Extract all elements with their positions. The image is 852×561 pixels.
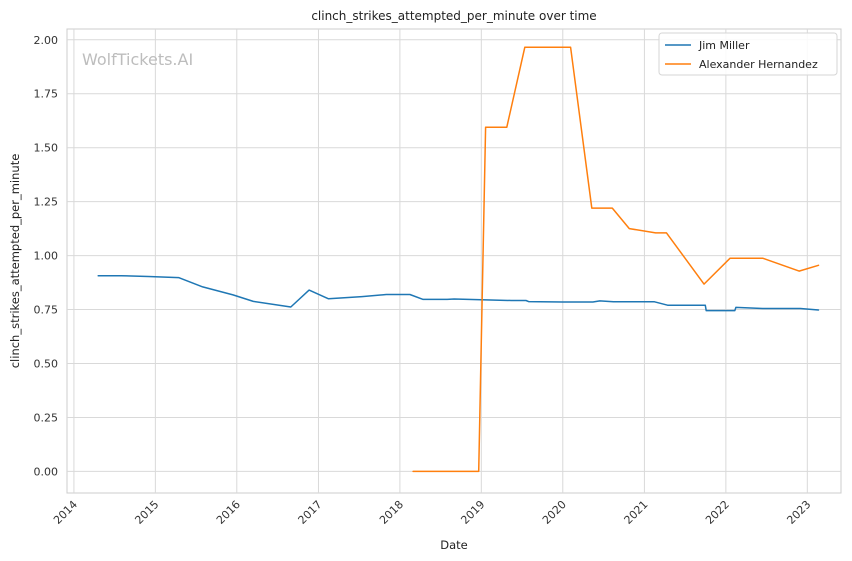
x-grid [73, 29, 808, 493]
x-tick-label: 2018 [377, 498, 406, 527]
x-tick-label: 2021 [622, 498, 651, 527]
y-tick-label: 1.75 [34, 88, 59, 101]
plot-area [66, 28, 842, 494]
watermark: WolfTickets.AI [82, 50, 193, 69]
x-tick-label: 2014 [51, 498, 80, 527]
y-tick-label: 0.50 [34, 358, 59, 371]
y-axis-title: clinch_strikes_attempted_per_minute [8, 154, 22, 369]
x-tick-label: 2023 [784, 498, 813, 527]
legend: Jim Miller Alexander Hernandez [658, 32, 838, 76]
y-tick-label: 1.25 [34, 196, 59, 209]
y-tick-label: 0.00 [34, 465, 59, 478]
x-tick-label: 2015 [132, 498, 161, 527]
y-tick-label: 0.25 [34, 411, 59, 424]
x-tick-label: 2020 [540, 498, 569, 527]
y-tick-label: 0.75 [34, 304, 59, 317]
series-line-1 [412, 46, 820, 473]
y-tick-label: 2.00 [34, 34, 59, 47]
x-axis-ticks: 2014 2015 2016 2017 2018 2019 2020 2021 2022 2023 [51, 498, 813, 527]
x-tick-label: 2019 [458, 498, 487, 527]
x-tick-label: 2016 [214, 498, 243, 527]
legend-label: Jim Miller [698, 39, 750, 52]
x-tick-label: 2022 [703, 498, 732, 527]
legend-box [658, 32, 838, 76]
series-line-0 [97, 274, 820, 312]
legend-label: Alexander Hernandez [699, 58, 818, 71]
x-axis-title: Date [440, 538, 468, 552]
x-tick-label: 2017 [296, 498, 325, 527]
y-grid [67, 39, 841, 472]
series-lines [97, 46, 820, 473]
y-tick-label: 1.50 [34, 142, 59, 155]
y-tick-label: 1.00 [34, 250, 59, 263]
chart-title: clinch_strikes_attempted_per_minute over… [311, 9, 596, 23]
y-axis-ticks: 0.00 0.25 0.50 0.75 1.00 1.25 1.50 1.75 2.00 [34, 34, 59, 479]
